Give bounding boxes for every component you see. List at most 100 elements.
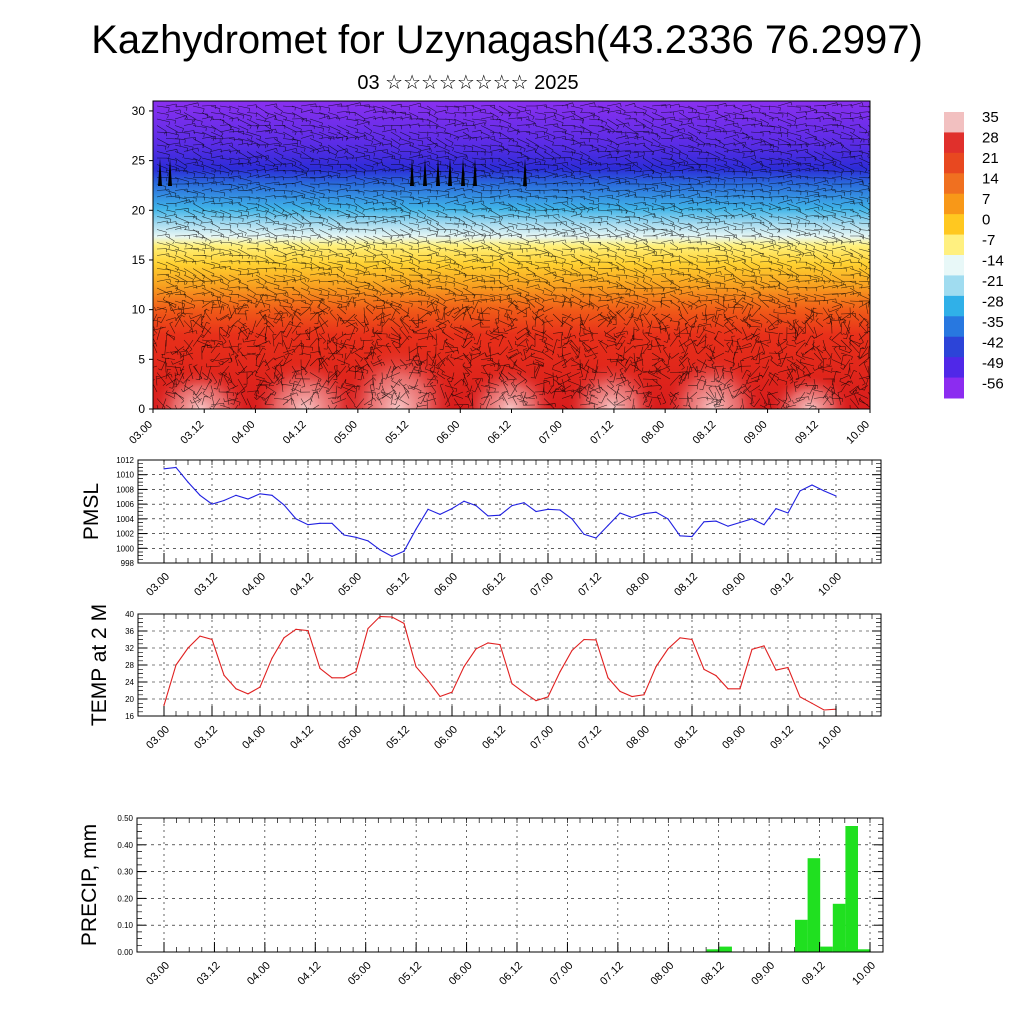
colorbar-label: -14 <box>982 253 1004 270</box>
panel-temp: 40 36 32 28 24 20 16 03.00 03.12 04.00 04.12 05.00 0… <box>88 604 882 752</box>
heatmap-ytick-label: 30 <box>132 104 146 118</box>
minor-ticks <box>138 460 881 564</box>
precip-bar <box>858 949 871 952</box>
heatmap-xtick-label: 03.00 <box>127 419 155 447</box>
colorbar-label: -7 <box>982 232 995 249</box>
ytick-label: 1000 <box>116 544 134 553</box>
data-point <box>211 638 213 641</box>
data-point <box>271 657 273 659</box>
colorbar-label: -56 <box>982 376 1004 393</box>
colorbar-label: -49 <box>982 355 1004 372</box>
minor-ticks <box>137 818 883 953</box>
data-point <box>571 518 573 520</box>
data-point <box>631 516 633 519</box>
xtick-label: 10.00 <box>850 960 878 988</box>
data-point <box>583 533 585 535</box>
jet-flag-3 <box>448 158 452 186</box>
data-point <box>199 494 201 496</box>
colorbar-segment-2 <box>944 152 964 174</box>
data-point <box>439 695 441 698</box>
data-point <box>283 637 285 639</box>
data-point <box>679 535 681 537</box>
data-point <box>643 694 645 696</box>
data-point <box>559 509 561 511</box>
xtick-label: 05.00 <box>336 571 364 599</box>
data-point <box>247 498 249 500</box>
data-point <box>403 622 405 625</box>
colorbar: 35 28 21 14 7 0 -7 -14 -21 -28 -35 -42 -49 -56 <box>944 109 1004 399</box>
jet-flag-7 <box>158 158 162 186</box>
xtick-label: 07.00 <box>528 724 556 752</box>
ytick-label: 0.20 <box>117 894 133 903</box>
precip-bar <box>832 903 846 952</box>
xtick-label: 04.12 <box>295 960 323 988</box>
xtick-label: 06.12 <box>497 960 525 988</box>
wind-barb-field <box>153 101 870 409</box>
xtick-label: 08.00 <box>648 960 676 988</box>
xtick-label: 05.12 <box>384 571 412 599</box>
data-point <box>199 635 201 637</box>
heatmap-xtick-label: 03.12 <box>178 419 206 447</box>
data-point <box>187 481 189 483</box>
precip-bar <box>795 919 808 952</box>
xtick-label: 03.12 <box>192 571 220 599</box>
data-point <box>331 522 333 524</box>
colorbar-label: 14 <box>982 171 999 188</box>
xtick-label: 09.12 <box>800 960 828 988</box>
data-point <box>415 528 417 530</box>
data-point <box>259 686 261 688</box>
xtick-label: 03.12 <box>192 724 220 752</box>
xtick-label: 05.12 <box>384 724 412 752</box>
panel-precip: 0.50 0.40 0.30 0.20 0.10 0.00 03.00 03.12 04.00 0… <box>78 814 884 988</box>
data-point <box>559 671 561 673</box>
colorbar-label: -21 <box>982 273 1004 290</box>
heating-core-4 <box>567 363 657 409</box>
ytick-label: 20 <box>125 695 134 704</box>
data-point <box>787 512 789 514</box>
data-point <box>211 503 213 505</box>
data-point <box>523 692 525 694</box>
colorbar-label: 7 <box>982 191 990 208</box>
heatmap-xtick-label: 08.12 <box>691 419 719 447</box>
colorbar-label: -42 <box>982 335 1004 352</box>
xtick-label: 04.12 <box>288 724 316 752</box>
ytick-label: 998 <box>121 559 135 568</box>
heatmap-ytick-label: 25 <box>132 154 146 168</box>
data-point <box>655 511 657 513</box>
panel-frame <box>136 817 884 953</box>
colorbar-segment-3 <box>944 173 964 195</box>
heatmap-xtick-label: 09.00 <box>742 419 770 447</box>
ytick-label: 0.40 <box>117 841 133 850</box>
data-point <box>607 524 609 527</box>
data-point <box>511 505 513 507</box>
colorbar-segment-7 <box>944 255 964 276</box>
data-point <box>355 671 357 673</box>
ytick-label: 36 <box>125 627 134 636</box>
data-point <box>823 490 825 492</box>
y-axis-label: PMSL <box>80 483 103 540</box>
heatmap-xtick-label: 05.00 <box>332 419 360 447</box>
data-point <box>403 550 405 552</box>
heatmap-xtick-label: 10.00 <box>844 419 872 447</box>
wind-barbs <box>153 101 870 409</box>
data-point <box>607 677 609 679</box>
colorbar-segment-11 <box>944 336 964 358</box>
data-point <box>715 520 717 522</box>
page-subtitle: 03 ☆☆☆☆☆☆☆☆ 2025 <box>357 72 579 94</box>
data-point <box>679 637 681 639</box>
xtick-label: 03.00 <box>144 724 172 752</box>
data-point <box>811 702 813 704</box>
xtick-label: 04.00 <box>245 960 273 988</box>
ytick-label: 28 <box>125 661 134 670</box>
xtick-label: 03.00 <box>144 960 172 988</box>
data-point <box>703 668 705 670</box>
heatmap-ytick-label: 0 <box>138 402 145 416</box>
data-point <box>223 499 225 502</box>
data-point <box>391 616 393 618</box>
data-point <box>427 508 429 510</box>
page-title: Kazhydromet for Uzynagash(43.2336 76.299… <box>91 18 923 62</box>
colorbar-label: 21 <box>982 150 999 167</box>
data-point <box>367 540 369 542</box>
jet-flag-6 <box>523 158 527 186</box>
data-point <box>667 648 669 650</box>
